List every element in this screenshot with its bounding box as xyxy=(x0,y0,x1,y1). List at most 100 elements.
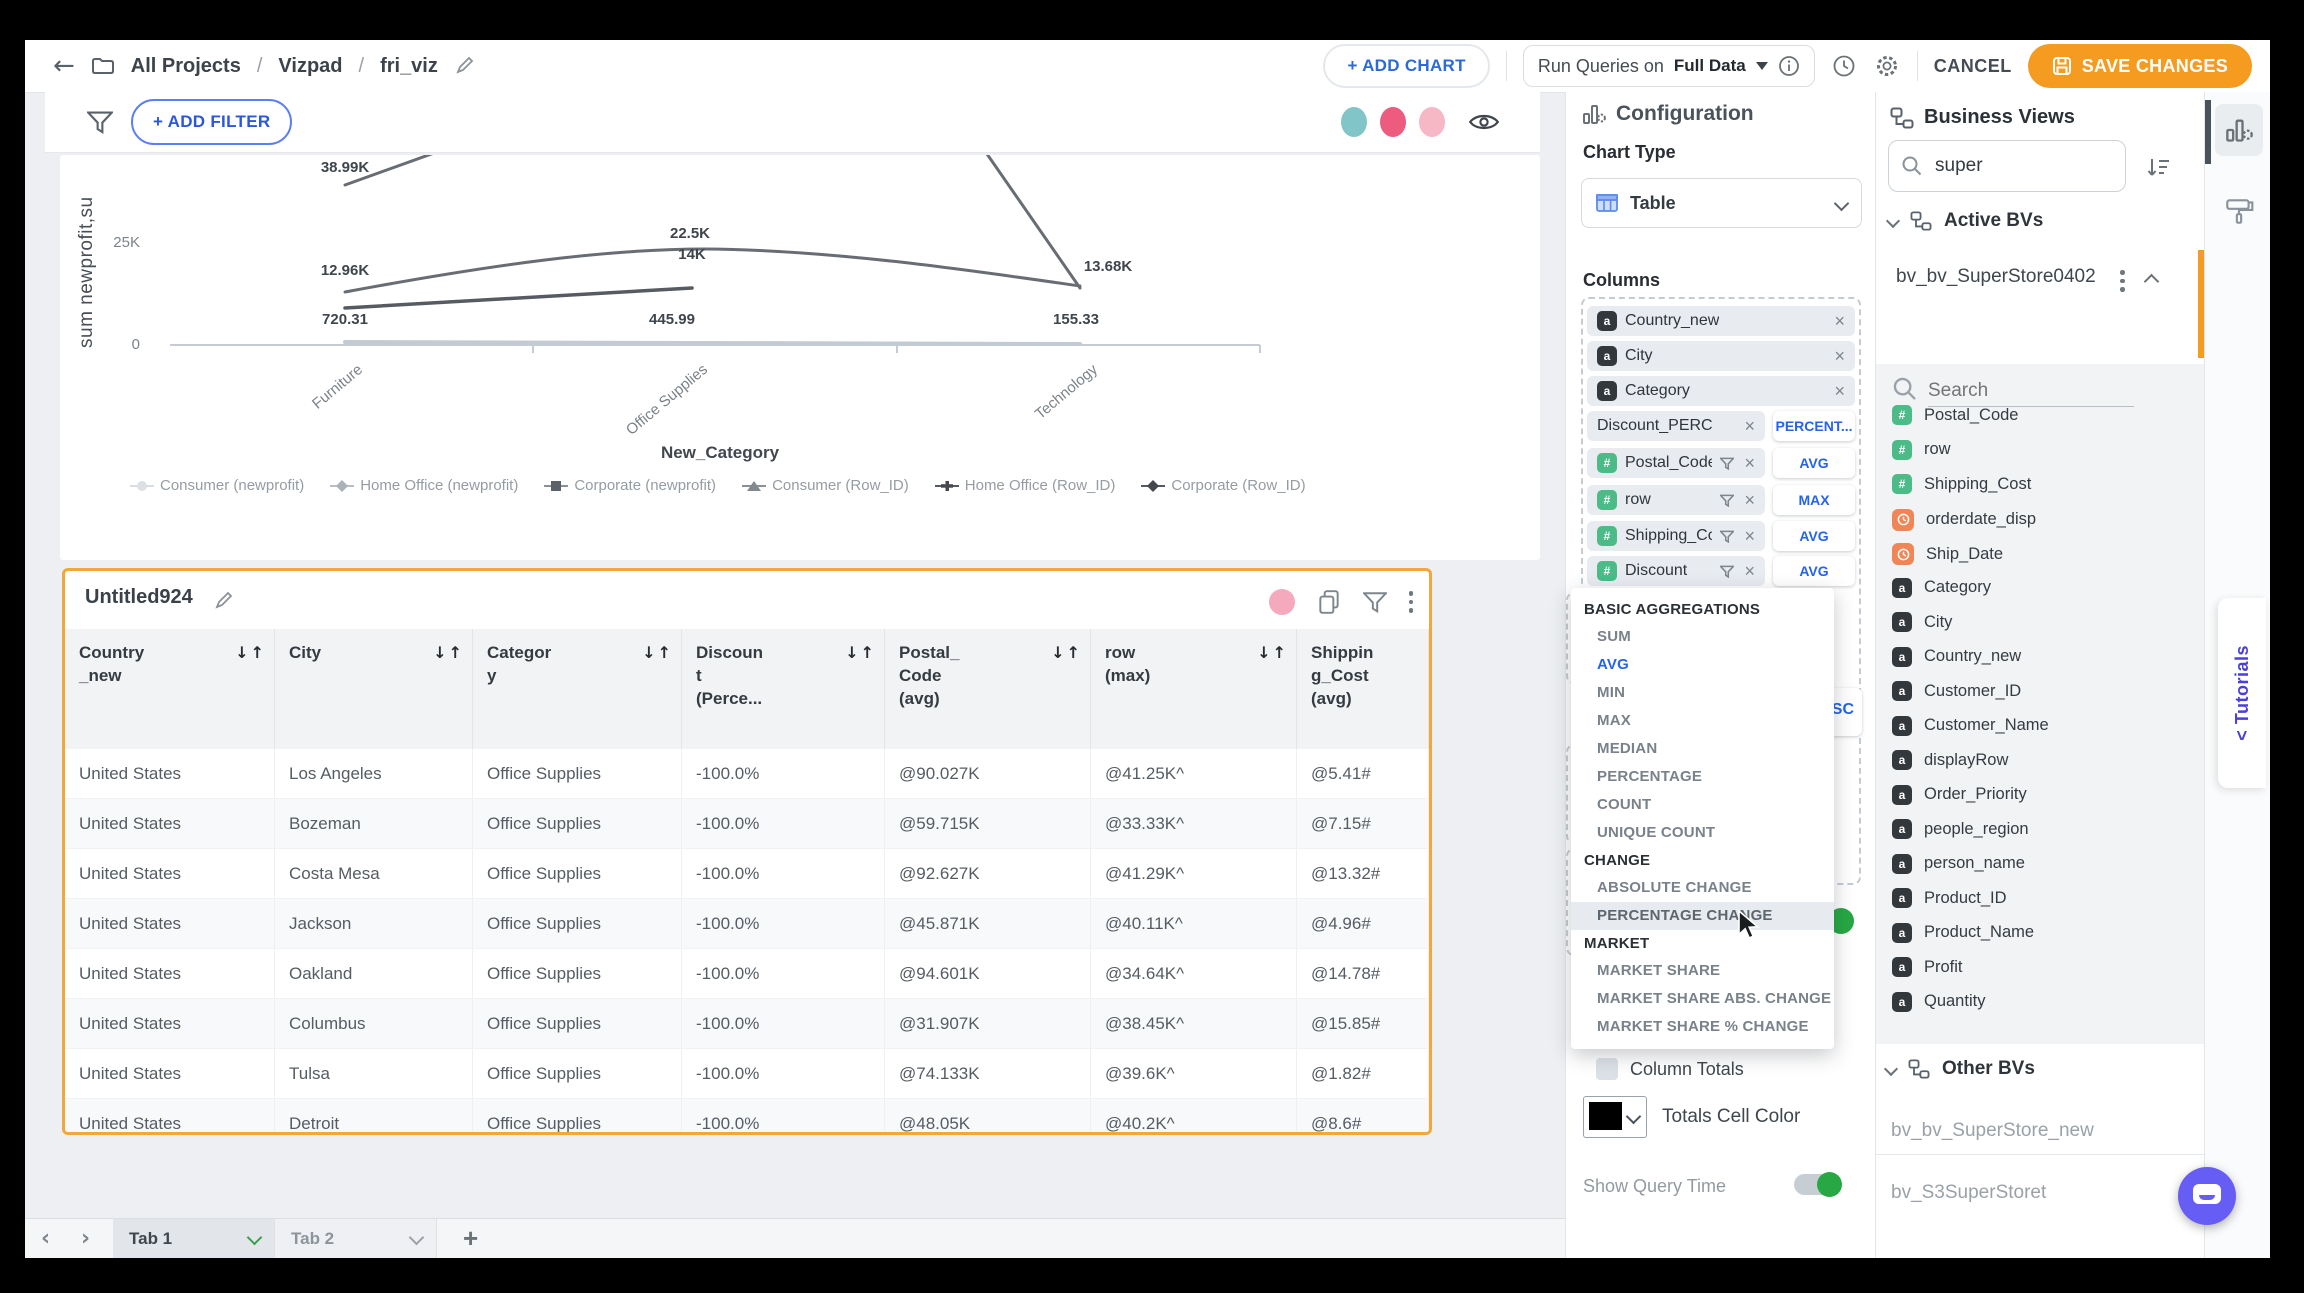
copy-icon[interactable] xyxy=(1317,589,1341,615)
bv-search-input[interactable] xyxy=(1933,154,2087,178)
add-filter-button[interactable]: + ADD FILTER xyxy=(131,99,293,145)
remove-icon[interactable]: × xyxy=(1834,381,1845,401)
more-options-icon[interactable] xyxy=(1408,591,1413,613)
tutorials-tab[interactable]: < Tutorials xyxy=(2218,598,2266,788)
run-queries-control[interactable]: Run Queries on Full Data xyxy=(1522,45,1815,87)
sort-icons[interactable]: ↓↑ xyxy=(642,643,673,662)
configuration-tool-active[interactable] xyxy=(2215,104,2263,156)
column-pill-shipping-cost[interactable]: # Shipping_Co × xyxy=(1587,521,1765,551)
field-item[interactable]: a Quantity xyxy=(1892,991,1985,1012)
sort-icons[interactable]: ↓↑ xyxy=(433,643,464,662)
remove-icon[interactable]: × xyxy=(1834,346,1845,366)
column-header-shipping-cost[interactable]: Shippin g_Cost (avg) xyxy=(1297,629,1429,749)
breadcrumb-all-projects[interactable]: All Projects xyxy=(130,54,241,77)
column-header-country-new[interactable]: Country _new ↓↑ xyxy=(65,629,275,749)
aggregation-button[interactable]: PERCENT... xyxy=(1773,411,1855,441)
chevron-down-icon[interactable] xyxy=(1755,62,1768,70)
field-item[interactable]: a Country_new xyxy=(1892,646,2021,667)
table-row-clipped[interactable]: United States Detroit Office Supplies -100.… xyxy=(65,1099,1429,1132)
column-pill-discount[interactable]: # Discount × xyxy=(1587,556,1765,586)
field-item[interactable]: a displayRow xyxy=(1892,750,2008,770)
column-pill-postal-code[interactable]: # Postal_Code × xyxy=(1587,448,1765,478)
pill-filter-icon[interactable] xyxy=(1720,530,1735,543)
remove-icon[interactable]: × xyxy=(1744,453,1755,473)
field-item[interactable]: a people_region xyxy=(1892,819,2029,839)
tab-2[interactable]: Tab 2 xyxy=(275,1219,437,1258)
column-pill-country-new[interactable]: a Country_new × xyxy=(1587,306,1855,336)
table-row[interactable]: United States Los Angeles Office Supplies -… xyxy=(65,749,1429,799)
tabs-next-icon[interactable]: › xyxy=(81,1226,91,1251)
column-pill-category[interactable]: a Category × xyxy=(1587,376,1855,406)
table-row[interactable]: United States Columbus Office Supplies -100… xyxy=(65,999,1429,1049)
table-row[interactable]: United States Bozeman Office Supplies -100.… xyxy=(65,799,1429,849)
menu-item-percentage-change-hovered[interactable]: PERCENTAGE CHANGE xyxy=(1571,902,1834,930)
field-item[interactable]: a Customer_ID xyxy=(1892,681,2021,701)
column-pill-city[interactable]: a City × xyxy=(1587,341,1855,371)
aggregation-button[interactable]: AVG xyxy=(1773,448,1855,478)
menu-item-market-share-pct-change[interactable]: MARKET SHARE % CHANGE xyxy=(1597,1018,1809,1035)
field-item[interactable]: a City xyxy=(1892,612,1952,632)
tab-menu-chevron-icon[interactable] xyxy=(246,1229,263,1246)
menu-item-market-share[interactable]: MARKET SHARE xyxy=(1597,962,1721,979)
column-pill-row[interactable]: # row × xyxy=(1587,485,1765,515)
aggregation-button[interactable]: MAX xyxy=(1773,485,1855,515)
field-item[interactable]: Ship_Date xyxy=(1892,543,2003,565)
chat-messenger-button[interactable] xyxy=(2178,1167,2236,1225)
collapse-up-icon[interactable] xyxy=(2143,273,2160,290)
format-paint-roller-icon[interactable] xyxy=(2223,196,2255,226)
column-totals-checkbox[interactable] xyxy=(1596,1058,1618,1080)
sort-icons[interactable]: ↓↑ xyxy=(1051,643,1082,662)
field-item[interactable]: a Profit xyxy=(1892,957,1963,977)
settings-gear-icon[interactable] xyxy=(1873,52,1901,80)
sort-descending-icon[interactable] xyxy=(2144,154,2172,182)
field-item[interactable]: # Shipping_Cost xyxy=(1892,474,2031,494)
viz-status-dot[interactable] xyxy=(1268,589,1295,615)
pill-filter-icon[interactable] xyxy=(1720,565,1735,578)
legend-item[interactable]: Consumer (newprofit) xyxy=(130,477,304,494)
totals-cell-color-picker[interactable] xyxy=(1583,1096,1647,1138)
legend-item[interactable]: Corporate (Row_ID) xyxy=(1141,477,1306,494)
field-item[interactable]: a Category xyxy=(1892,577,1991,598)
legend-item[interactable]: Home Office (newprofit) xyxy=(330,477,518,494)
column-header-discount[interactable]: Discoun t (Perce... ↓↑ xyxy=(682,629,885,749)
field-item[interactable]: a person_name xyxy=(1892,853,2025,874)
sort-icons[interactable]: ↓↑ xyxy=(235,643,266,662)
legend-item[interactable]: Corporate (newprofit) xyxy=(544,477,716,494)
menu-item-sum[interactable]: SUM xyxy=(1597,628,1631,645)
field-search-input[interactable] xyxy=(1928,376,2134,407)
aggregation-button[interactable]: AVG xyxy=(1773,556,1855,586)
active-bvs-header[interactable]: Active BVs xyxy=(1885,210,2043,232)
menu-item-absolute-change[interactable]: ABSOLUTE CHANGE xyxy=(1597,879,1752,896)
other-bv-item[interactable]: bv_bv_SuperStore_new xyxy=(1891,1120,2094,1141)
menu-item-count[interactable]: COUNT xyxy=(1597,796,1652,813)
tab-1[interactable]: Tab 1 xyxy=(113,1219,275,1258)
column-header-postal-code[interactable]: Postal_ Code (avg) ↓↑ xyxy=(885,629,1091,749)
breadcrumb-vizpad[interactable]: Vizpad xyxy=(278,54,343,77)
cancel-button[interactable]: CANCEL xyxy=(1933,55,2012,76)
active-bv-item[interactable]: bv_bv_SuperStore0402 xyxy=(1896,266,2096,287)
chart-config-icon[interactable] xyxy=(2225,116,2253,144)
pill-filter-icon[interactable] xyxy=(1720,457,1735,470)
table-row[interactable]: United States Tulsa Office Supplies -100.0%… xyxy=(65,1049,1429,1099)
other-bvs-header[interactable]: Other BVs xyxy=(1883,1058,2035,1080)
bv-search-box[interactable] xyxy=(1888,140,2126,192)
history-clock-icon[interactable] xyxy=(1831,53,1857,79)
field-item[interactable]: a Product_Name xyxy=(1892,922,2034,943)
filter-funnel-icon[interactable] xyxy=(87,110,113,134)
tab-menu-chevron-icon[interactable] xyxy=(408,1229,425,1246)
menu-item-median[interactable]: MEDIAN xyxy=(1597,740,1658,757)
sort-icons[interactable]: ↓↑ xyxy=(845,643,876,662)
bv-more-options-icon[interactable] xyxy=(2120,270,2125,292)
legend-item[interactable]: Consumer (Row_ID) xyxy=(742,477,909,494)
field-item[interactable]: a Product_ID xyxy=(1892,888,2007,908)
pink-dot[interactable] xyxy=(1419,107,1445,137)
field-item[interactable]: # row xyxy=(1892,439,1951,460)
other-bv-item[interactable]: bv_S3SuperStoret xyxy=(1891,1182,2047,1203)
table-row[interactable]: United States Costa Mesa Office Supplies -1… xyxy=(65,849,1429,899)
chart-type-select[interactable]: Table xyxy=(1581,178,1862,228)
aggregation-button[interactable]: AVG xyxy=(1773,521,1855,551)
column-header-city[interactable]: City ↓↑ xyxy=(275,629,473,749)
run-queries-value[interactable]: Full Data xyxy=(1673,56,1746,75)
remove-icon[interactable]: × xyxy=(1744,490,1755,510)
field-item[interactable]: orderdate_disp xyxy=(1892,508,2036,531)
